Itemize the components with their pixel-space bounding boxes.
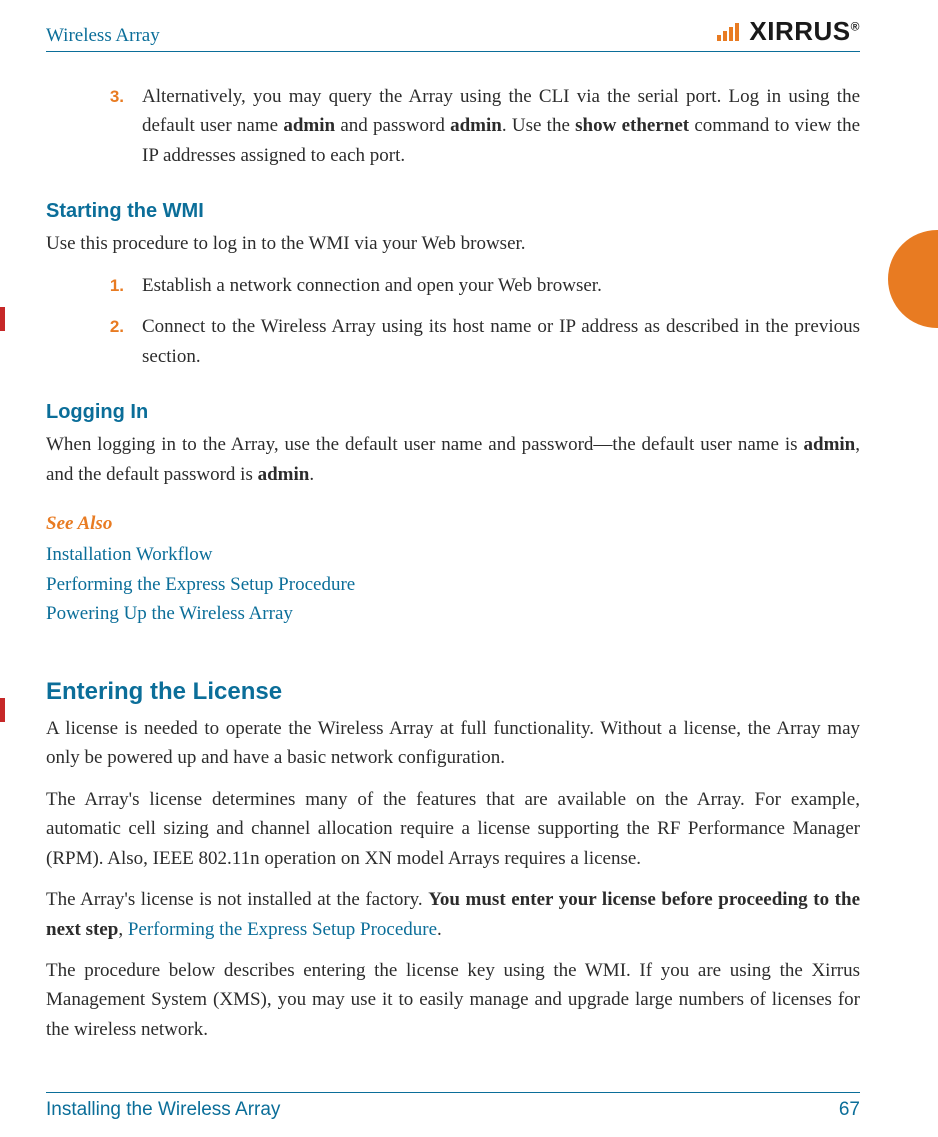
thumb-tab [888,230,938,328]
logo-bars-icon [715,21,743,43]
express-setup-link[interactable]: Performing the Express Setup Procedure [128,919,437,940]
page-number: 67 [839,1099,860,1121]
step-number: 1. [46,271,142,300]
heading-starting-wmi: Starting the WMI [46,196,860,227]
running-head: Wireless Array [46,25,160,47]
see-also-heading: See Also [46,509,860,538]
heading-entering-license: Entering the License [46,673,860,710]
list-item-2: 2. Connect to the Wireless Array using i… [46,312,860,371]
license-p4: The procedure below describes entering t… [46,956,860,1044]
footer-section-title: Installing the Wireless Array [46,1099,280,1121]
list-item-1: 1. Establish a network connection and op… [46,271,860,300]
step-body: Connect to the Wireless Array using its … [142,312,860,371]
see-also-link[interactable]: Performing the Express Setup Procedure [46,570,860,599]
revision-bar [0,698,5,722]
see-also-link[interactable]: Installation Workflow [46,540,860,569]
step-body: Alternatively, you may query the Array u… [142,82,860,170]
header-bar: Wireless Array XIRRUS® [46,16,860,52]
footer-bar: Installing the Wireless Array 67 [46,1092,860,1121]
heading-logging-in: Logging In [46,397,860,428]
xirrus-logo: XIRRUS® [715,16,860,47]
wmi-intro: Use this procedure to log in to the WMI … [46,229,860,258]
logo-wordmark: XIRRUS® [749,16,860,47]
revision-bar [0,307,5,331]
logging-in-para: When logging in to the Array, use the de… [46,430,860,489]
list-item-3: 3. Alternatively, you may query the Arra… [46,82,860,170]
step-body: Establish a network connection and open … [142,271,860,300]
page: Wireless Array XIRRUS® 3. Alternatively,… [0,0,938,1137]
license-p2: The Array's license determines many of t… [46,785,860,873]
step-number: 2. [46,312,142,371]
page-content: 3. Alternatively, you may query the Arra… [46,82,860,1044]
step-number: 3. [46,82,142,170]
license-p3: The Array's license is not installed at … [46,885,860,944]
see-also-link[interactable]: Powering Up the Wireless Array [46,599,860,628]
license-p1: A license is needed to operate the Wirel… [46,714,860,773]
